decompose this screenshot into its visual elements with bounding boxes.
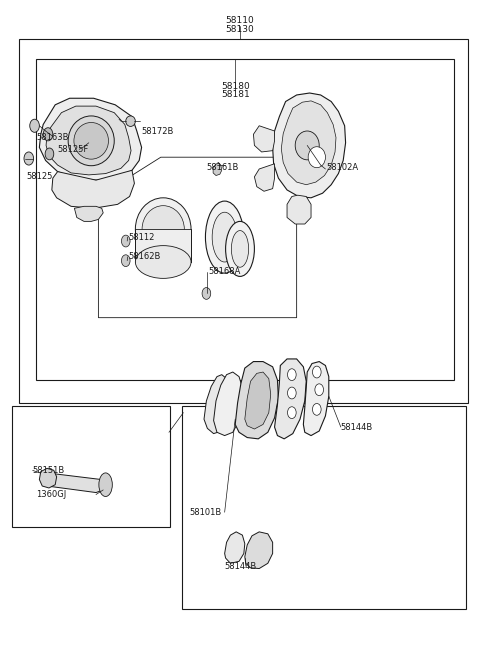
Ellipse shape [142,206,184,253]
Ellipse shape [135,246,191,278]
Ellipse shape [121,255,130,267]
Polygon shape [74,206,103,221]
Ellipse shape [126,116,135,126]
Ellipse shape [308,147,325,168]
Polygon shape [46,106,131,175]
Text: 58180: 58180 [221,82,250,91]
Ellipse shape [43,128,53,141]
Ellipse shape [121,235,130,247]
Ellipse shape [226,221,254,276]
Text: 58112: 58112 [129,233,155,242]
Bar [36,59,454,380]
Ellipse shape [295,131,319,160]
Bar [12,406,170,527]
Ellipse shape [99,473,112,496]
Polygon shape [39,468,57,488]
Ellipse shape [202,288,211,299]
Polygon shape [303,362,329,436]
Polygon shape [135,229,191,262]
Bar [19,39,468,403]
Polygon shape [46,473,105,493]
Polygon shape [281,101,336,185]
Polygon shape [213,162,222,176]
Polygon shape [214,372,243,436]
Ellipse shape [135,198,191,261]
Text: 58172B: 58172B [142,126,174,136]
Ellipse shape [24,152,34,165]
Text: 1360GJ: 1360GJ [36,490,66,499]
Ellipse shape [288,407,296,419]
Ellipse shape [45,148,54,160]
Polygon shape [253,126,275,152]
Polygon shape [287,195,311,224]
Ellipse shape [231,231,249,267]
Polygon shape [254,164,275,191]
Polygon shape [52,170,134,208]
Text: 58102A: 58102A [326,162,359,172]
Polygon shape [204,375,230,434]
Polygon shape [235,362,278,439]
Ellipse shape [312,366,321,378]
Text: 58181: 58181 [221,90,250,100]
Ellipse shape [30,119,39,132]
Polygon shape [39,98,142,180]
Ellipse shape [315,384,324,396]
Ellipse shape [205,201,244,273]
Ellipse shape [288,387,296,399]
Text: 58151B: 58151B [33,466,65,475]
Text: 58144B: 58144B [341,422,373,432]
Text: 58168A: 58168A [209,267,241,276]
Bar [182,406,466,609]
Ellipse shape [68,116,114,166]
Text: 58163B: 58163B [36,133,69,142]
Text: 58162B: 58162B [129,252,161,261]
Polygon shape [245,532,273,569]
Polygon shape [225,532,245,563]
Ellipse shape [74,122,108,159]
Text: 58161B: 58161B [206,162,239,172]
Polygon shape [245,372,271,429]
Text: 58101B: 58101B [190,508,222,517]
Text: 58110: 58110 [226,16,254,26]
Text: 58125: 58125 [26,172,53,181]
Text: 58144B: 58144B [225,562,257,571]
Ellipse shape [312,403,321,415]
Text: 58130: 58130 [226,25,254,34]
Ellipse shape [212,212,237,262]
Text: 58125F: 58125F [58,145,89,154]
Polygon shape [273,93,346,198]
Ellipse shape [288,369,296,381]
Polygon shape [275,359,306,439]
